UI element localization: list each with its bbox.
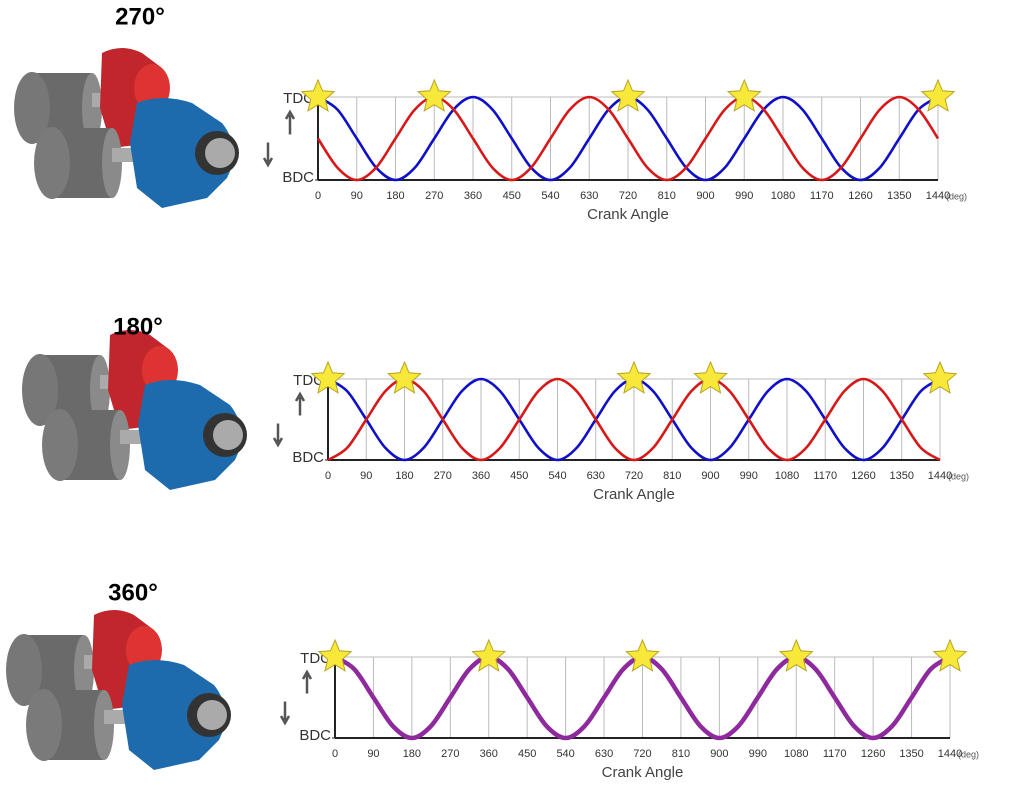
x-tick-label: 450 [518,748,536,760]
up-arrow [284,109,296,135]
down-arrow [262,142,274,168]
x-tick-label: 720 [633,748,651,760]
up-arrow [301,669,313,694]
firing-star [922,360,958,394]
firing-star [778,638,814,672]
engine-illustration [22,330,247,490]
x-tick-label: 270 [441,748,459,760]
x-tick-label: 1440 [938,748,962,760]
x-tick-label: 450 [510,470,528,482]
x-tick-label: 0 [315,190,321,202]
firing-star [932,638,968,672]
x-tick-label: 900 [696,190,714,202]
x-tick-label: 1170 [810,190,834,202]
x-tick-label: 180 [386,190,404,202]
up-arrow [294,391,306,416]
x-tick-label: 630 [595,748,613,760]
x-tick-label: 1350 [899,748,923,760]
firing-star [726,78,762,112]
x-tick-label: 0 [325,470,331,482]
chart-title: 360° [108,579,158,606]
down-arrow [279,701,291,726]
firing-star [416,78,452,112]
engine-illustration [6,610,231,770]
x-axis-unit: (deg) [946,191,967,201]
x-tick-label: 1260 [848,190,872,202]
x-tick-label: 1170 [813,470,837,482]
firing-star [310,360,346,394]
x-tick-label: 1080 [775,470,799,482]
x-tick-label: 540 [541,190,559,202]
piston-curve [316,95,940,182]
x-axis-label: Crank Angle [593,486,675,503]
firing-star [317,638,353,672]
y-tick-label: BDC [292,449,324,466]
x-tick-label: 360 [472,470,490,482]
x-tick-label: 270 [425,190,443,202]
x-tick-label: 720 [625,470,643,482]
chart-title: 180° [113,313,163,340]
x-tick-label: 360 [480,748,498,760]
firing-star [387,360,422,394]
x-axis-unit: (deg) [958,749,979,759]
x-axis-label: Crank Angle [602,764,684,781]
x-tick-label: 450 [503,190,521,202]
firing-star [616,360,652,394]
firing-star [693,360,728,394]
x-tick-label: 90 [351,190,363,202]
x-tick-label: 540 [548,470,566,482]
x-tick-label: 810 [658,190,676,202]
x-tick-label: 720 [619,190,637,202]
x-tick-label: 1350 [887,190,911,202]
x-tick-label: 810 [663,470,681,482]
x-tick-label: 270 [434,470,452,482]
chart-title: 270° [115,3,165,30]
x-tick-label: 540 [556,748,574,760]
x-tick-label: 630 [587,470,605,482]
x-tick-label: 1170 [823,748,847,760]
piston-curve [327,377,941,462]
x-tick-label: 990 [740,470,758,482]
y-tick-label: BDC [299,727,331,744]
x-tick-label: 810 [672,748,690,760]
x-axis-unit: (deg) [948,471,969,481]
firing-star [920,78,956,112]
x-tick-label: 1080 [771,190,795,202]
x-tick-label: 90 [360,470,372,482]
x-tick-label: 1440 [926,190,950,202]
y-tick-label: BDC [282,169,314,186]
x-tick-label: 180 [403,748,421,760]
x-tick-label: 1080 [784,748,808,760]
x-tick-label: 1440 [928,470,952,482]
firing-star [300,78,336,112]
x-tick-label: 180 [395,470,413,482]
firing-star [625,638,660,672]
engine-illustration [14,48,239,208]
x-tick-label: 1350 [890,470,914,482]
x-tick-label: 630 [580,190,598,202]
x-axis-label: Crank Angle [587,206,669,223]
firing-star [610,78,646,112]
x-tick-label: 990 [735,190,753,202]
x-tick-label: 0 [332,748,338,760]
x-tick-label: 990 [749,748,767,760]
x-tick-label: 1260 [851,470,875,482]
x-tick-label: 900 [701,470,719,482]
x-tick-label: 1260 [861,748,885,760]
down-arrow [272,423,284,448]
x-tick-label: 900 [710,748,728,760]
x-tick-label: 90 [367,748,379,760]
firing-star [471,638,507,672]
x-tick-label: 360 [464,190,482,202]
